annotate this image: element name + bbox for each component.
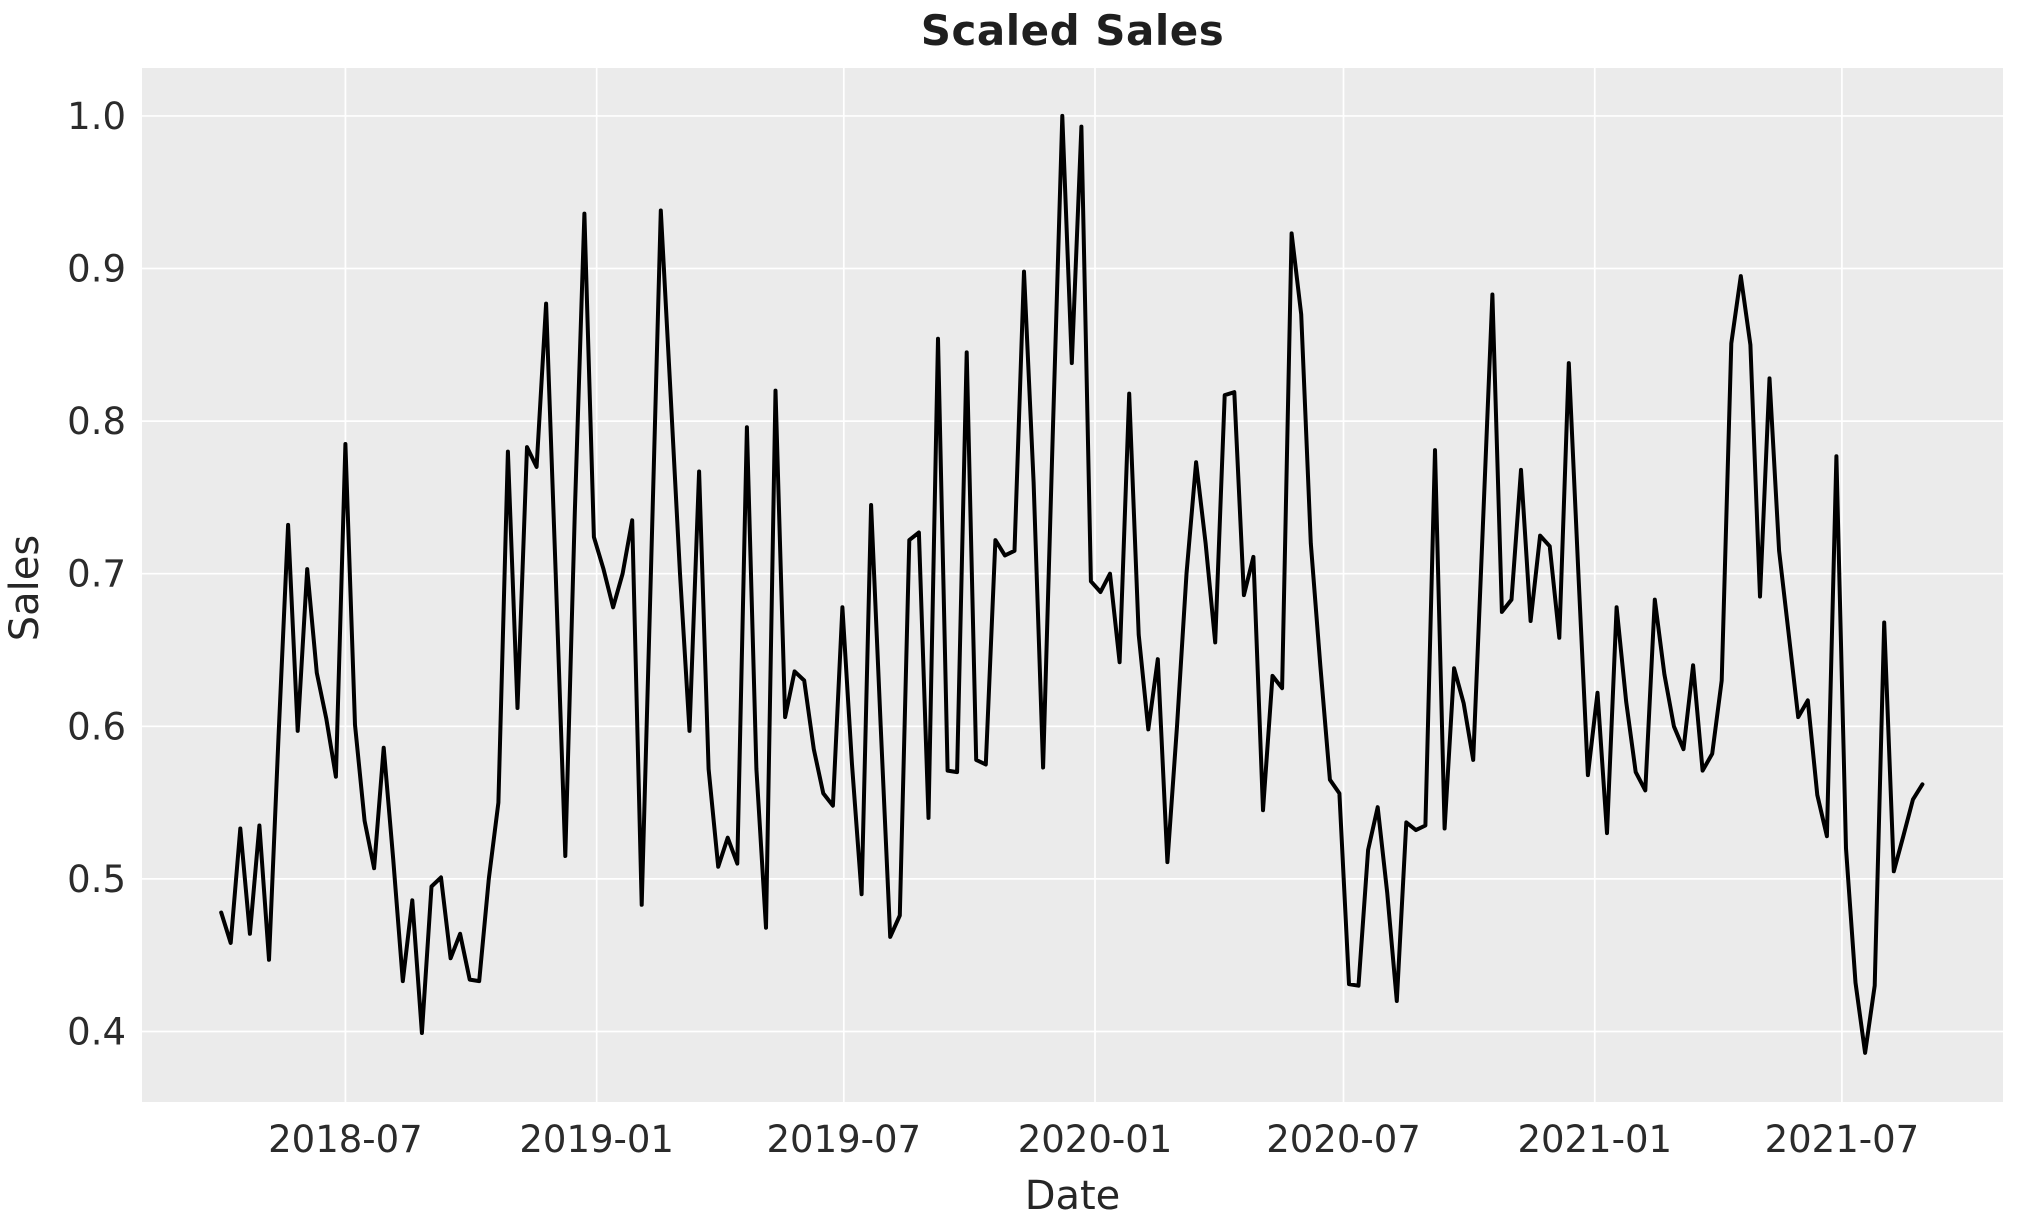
y-tick-label: 0.9 [67, 248, 126, 291]
y-tick-label: 0.4 [67, 1011, 126, 1054]
plot-background [142, 68, 2003, 1102]
x-tick-label: 2019-01 [519, 1118, 674, 1161]
x-tick-label: 2018-07 [268, 1118, 423, 1161]
x-tick-label: 2021-01 [1517, 1118, 1672, 1161]
x-axis-label: Date [1024, 1173, 1121, 1219]
y-tick-label: 0.6 [67, 705, 126, 748]
sales-line-series [219, 113, 1925, 1055]
x-tick-label: 2020-07 [1266, 1118, 1421, 1161]
y-tick-label: 0.8 [67, 400, 126, 443]
x-tick-label: 2020-01 [1018, 1118, 1173, 1161]
y-tick-labels: 0.4 0.5 0.6 0.7 0.8 0.9 1.0 [67, 95, 126, 1054]
x-tick-label: 2019-07 [766, 1118, 921, 1161]
y-tick-label: 1.0 [67, 95, 126, 138]
y-tick-label: 0.5 [67, 858, 126, 901]
chart-title: Scaled Sales [920, 6, 1225, 55]
x-tick-labels: 2018-07 2019-01 2019-07 2020-01 2020-07 2021-… [268, 1118, 1919, 1161]
y-tick-label: 0.7 [67, 553, 126, 596]
x-tick-label: 2021-07 [1765, 1118, 1920, 1161]
plot-area [142, 68, 2003, 1102]
y-axis-label: Sales [2, 534, 48, 642]
sales-line [219, 113, 1925, 1055]
